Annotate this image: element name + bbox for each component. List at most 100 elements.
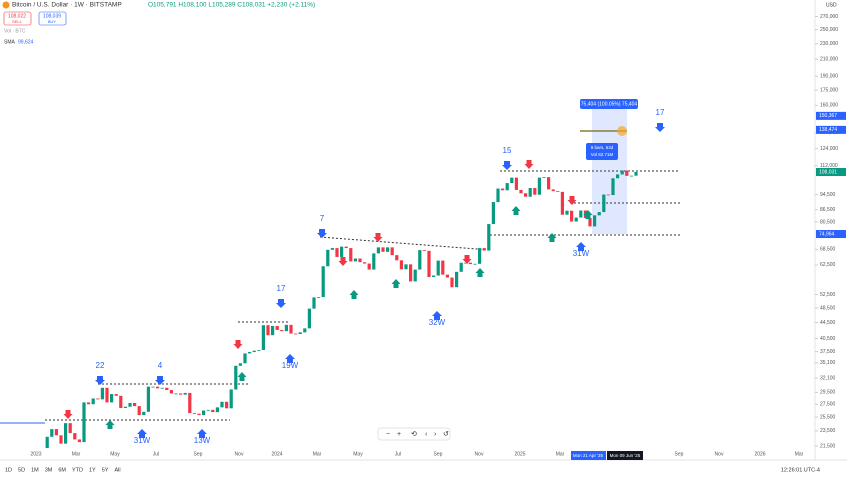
candle bbox=[289, 324, 293, 334]
y-tick-label: 250,000 bbox=[820, 27, 838, 33]
measure-handle[interactable] bbox=[617, 126, 627, 136]
y-tick-label: 175,000 bbox=[820, 87, 838, 93]
candle bbox=[496, 188, 500, 203]
y-tick-label: 27,500 bbox=[820, 402, 836, 408]
y-tick-label: 112,000 bbox=[820, 163, 838, 169]
time-range-button[interactable]: 1Y bbox=[89, 467, 96, 473]
candle bbox=[77, 439, 81, 443]
candle bbox=[459, 262, 463, 272]
x-tick-label: 2026 bbox=[754, 451, 765, 457]
signal-arrow bbox=[233, 340, 243, 349]
candle bbox=[321, 266, 325, 298]
candles bbox=[45, 170, 638, 448]
signal-arrow bbox=[391, 279, 401, 288]
x-tick-label: 2023 bbox=[30, 451, 41, 457]
annotation: 7 bbox=[320, 214, 325, 223]
signal-arrow bbox=[511, 206, 521, 215]
ohlc: O105,791 H108,100 L105,289 C108,031 +2,2… bbox=[148, 2, 315, 9]
candle bbox=[395, 255, 399, 261]
candle bbox=[91, 398, 95, 405]
time-range-button[interactable]: All bbox=[114, 467, 120, 473]
date-mark-box bbox=[607, 451, 643, 460]
candle bbox=[441, 260, 445, 275]
y-tick-label: 23,500 bbox=[820, 428, 836, 434]
candle bbox=[455, 271, 459, 288]
candle bbox=[105, 387, 109, 403]
candle bbox=[257, 350, 261, 351]
sell-label: SELL bbox=[12, 19, 23, 24]
candle bbox=[234, 365, 238, 390]
buy-button[interactable] bbox=[38, 11, 67, 26]
candle bbox=[634, 172, 638, 176]
time-range-button[interactable]: 3M bbox=[45, 467, 53, 473]
candle bbox=[137, 406, 141, 416]
indicator-name: SMA bbox=[4, 39, 16, 45]
candle bbox=[625, 170, 629, 176]
annotation: 17 bbox=[277, 284, 286, 293]
time-range-button[interactable]: 1D bbox=[5, 467, 12, 473]
price-mark-box bbox=[816, 111, 846, 120]
signal-arrow bbox=[373, 233, 383, 242]
time-range-button[interactable]: 5D bbox=[18, 467, 25, 473]
y-tick-label: 210,000 bbox=[820, 57, 838, 63]
y-tick-label: 21,500 bbox=[820, 443, 836, 449]
candle bbox=[87, 402, 91, 405]
candle bbox=[146, 386, 150, 412]
candle bbox=[303, 328, 307, 333]
date-mark-box bbox=[571, 451, 606, 460]
svg-text:⟲: ⟲ bbox=[411, 431, 417, 438]
indicator-value: 99,624 bbox=[18, 39, 34, 45]
candle bbox=[123, 406, 127, 408]
candle bbox=[73, 433, 77, 440]
y-tick-label: 25,500 bbox=[820, 414, 836, 420]
candle bbox=[82, 402, 86, 443]
candle bbox=[432, 275, 436, 277]
time-range-button[interactable]: 1M bbox=[31, 467, 39, 473]
overlays bbox=[0, 100, 680, 424]
candle bbox=[606, 194, 610, 196]
signal-arrow bbox=[197, 429, 207, 438]
y-tick-label: 68,500 bbox=[820, 247, 836, 253]
candle bbox=[192, 413, 196, 414]
candle bbox=[404, 264, 408, 270]
signal-arrow bbox=[547, 233, 557, 242]
y-tick-label: 230,000 bbox=[820, 41, 838, 47]
currency[interactable]: USD bbox=[826, 2, 837, 8]
symbol-icon bbox=[2, 1, 10, 9]
candle bbox=[349, 248, 353, 262]
candle bbox=[570, 210, 574, 222]
y-tick-label: 190,000 bbox=[820, 73, 838, 79]
candle bbox=[128, 403, 132, 407]
time-range-button[interactable]: 5Y bbox=[102, 467, 109, 473]
time-range-button[interactable]: 6M bbox=[58, 467, 66, 473]
y-tick-label: 160,000 bbox=[820, 103, 838, 109]
candle bbox=[280, 329, 284, 332]
candle bbox=[215, 407, 219, 413]
candle bbox=[326, 249, 330, 267]
buy-label: BUY bbox=[48, 19, 57, 24]
candle bbox=[436, 260, 440, 276]
candle bbox=[243, 353, 247, 364]
signal-arrow bbox=[349, 290, 359, 299]
svg-text:‹: ‹ bbox=[425, 431, 428, 438]
candle bbox=[114, 394, 118, 396]
sell-button[interactable] bbox=[3, 11, 32, 26]
candle bbox=[225, 401, 229, 409]
candle bbox=[478, 248, 482, 264]
candle bbox=[514, 177, 518, 190]
candle bbox=[537, 177, 541, 195]
annotation: 13W bbox=[194, 436, 211, 445]
candle bbox=[450, 277, 454, 288]
candle bbox=[344, 246, 348, 249]
measure-label-box bbox=[580, 99, 638, 109]
y-tick-label: 48,500 bbox=[820, 305, 836, 311]
candle bbox=[169, 390, 173, 394]
symbol-title[interactable]: Bitcoin / U.S. Dollar · 1W · BITSTAMP bbox=[12, 2, 122, 9]
y-tick-label: 40,500 bbox=[820, 336, 836, 342]
time-range-button[interactable]: YTD bbox=[72, 467, 83, 473]
candle bbox=[588, 217, 592, 227]
price-mark-label: 108,031 bbox=[819, 169, 837, 175]
y-tick-label: 32,100 bbox=[820, 375, 836, 381]
x-tick-label: Nov bbox=[235, 451, 244, 457]
